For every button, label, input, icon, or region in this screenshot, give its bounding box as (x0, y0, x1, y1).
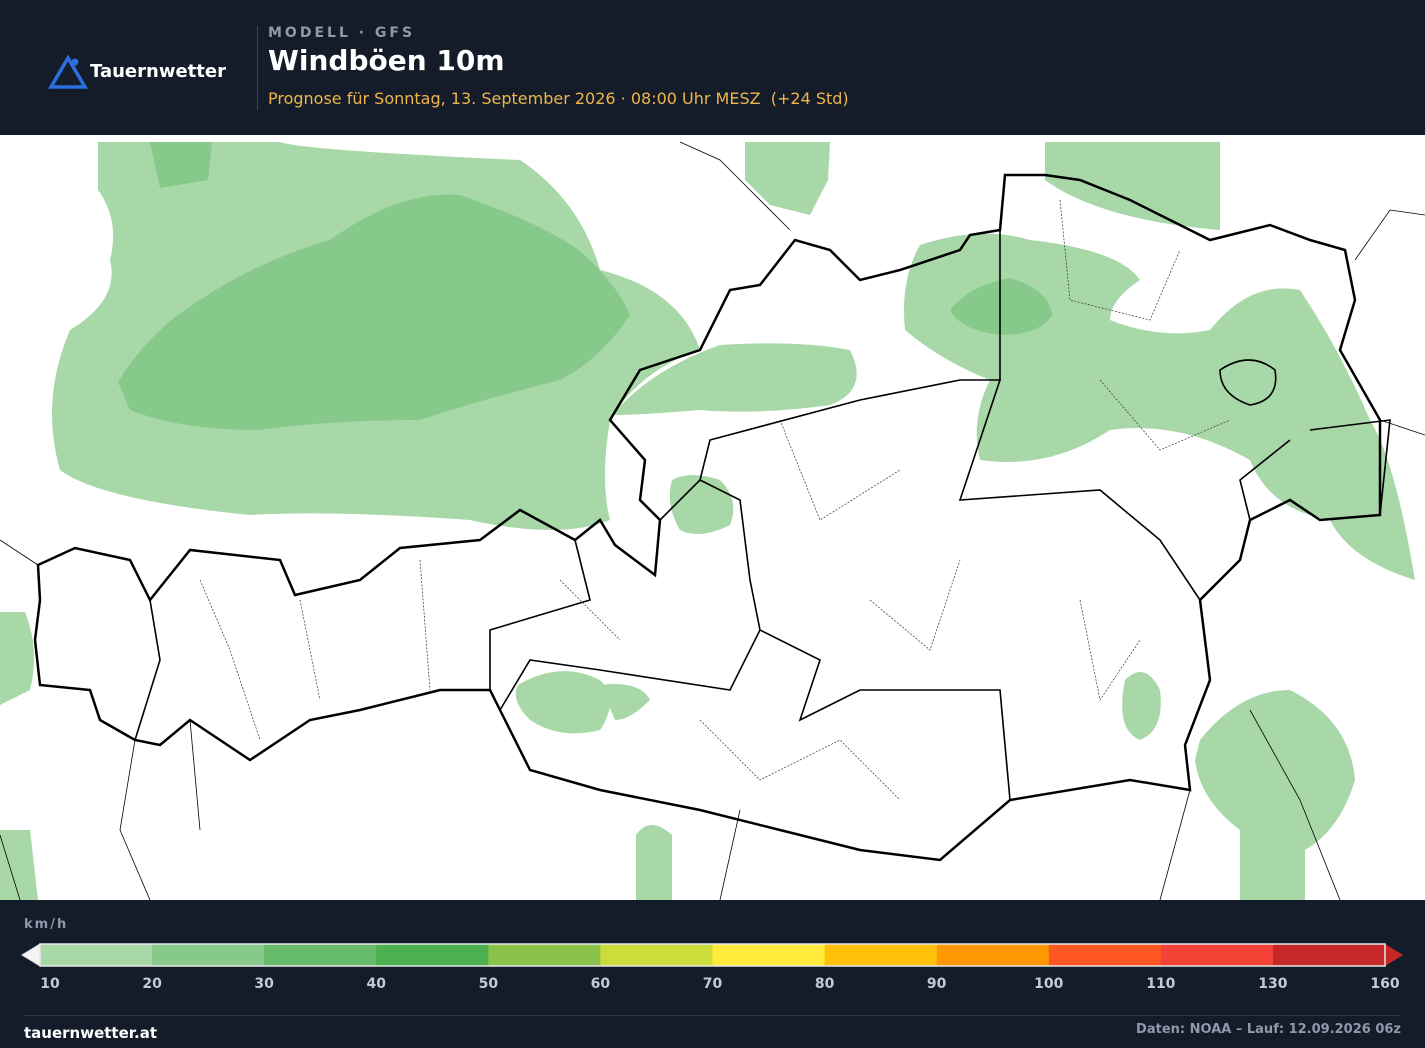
tick-label: 100 (1034, 976, 1063, 992)
colorbar-segment (40, 944, 153, 966)
tick-label: 110 (1146, 976, 1175, 992)
tick-label: 50 (479, 976, 499, 992)
colorbar-segment (824, 944, 938, 966)
tick-label: 40 (367, 976, 387, 992)
colorbar-segment (264, 944, 377, 966)
country-border (33, 173, 1382, 862)
tick-label: 30 (254, 976, 274, 992)
colorbar-segment (152, 944, 265, 966)
legend-panel: km/h 10 20 30 40 50 60 70 80 90 100 110 130 160 taue… (0, 900, 1425, 1048)
colorbar-frame (39, 943, 1386, 967)
colorbar-segment (936, 944, 1050, 966)
tick-label: 60 (591, 976, 611, 992)
district-borders (199, 199, 1231, 801)
tick-label: 10 (40, 976, 60, 992)
colorbar-segment (712, 944, 826, 966)
subtitle: Prognose für Sonntag, 13. September 2026… (268, 89, 849, 108)
tick-label: 90 (927, 976, 947, 992)
neighbor-borders (0, 141, 1425, 900)
brand: Tauernwetter (90, 61, 226, 82)
colorbar-segment (1272, 944, 1386, 966)
colorbar-segment (488, 944, 601, 966)
map (0, 135, 1425, 900)
colorbar-segment (376, 944, 489, 966)
legend-unit: km/h (24, 917, 69, 932)
tick-label: 80 (815, 976, 835, 992)
tick-label: 160 (1370, 976, 1399, 992)
header: Tauernwetter MODELL · GFS Windböen 10m P… (0, 0, 1425, 135)
footer-site: tauernwetter.at (24, 1024, 158, 1042)
model: MODELL · GFS (268, 25, 416, 41)
under-arrow (21, 943, 41, 967)
colorbar-segment (600, 944, 713, 966)
footer-source: Daten: NOAA – Lauf: 12.09.2026 06z (1136, 1022, 1401, 1037)
state-borders (134, 230, 1391, 801)
tick-label: 20 (142, 976, 162, 992)
title: Windböen 10m (268, 44, 505, 77)
tick-label: 70 (703, 976, 723, 992)
colorbar: 10 20 30 40 50 60 70 80 90 100 110 130 160 (21, 943, 1403, 992)
over-arrow (1385, 944, 1403, 966)
tick-label: 130 (1258, 976, 1287, 992)
logo-icon (48, 54, 88, 89)
separator (257, 26, 258, 110)
colorbar-segment (1160, 944, 1274, 966)
colorbar-segment (1048, 944, 1162, 966)
divider (24, 1015, 1401, 1016)
